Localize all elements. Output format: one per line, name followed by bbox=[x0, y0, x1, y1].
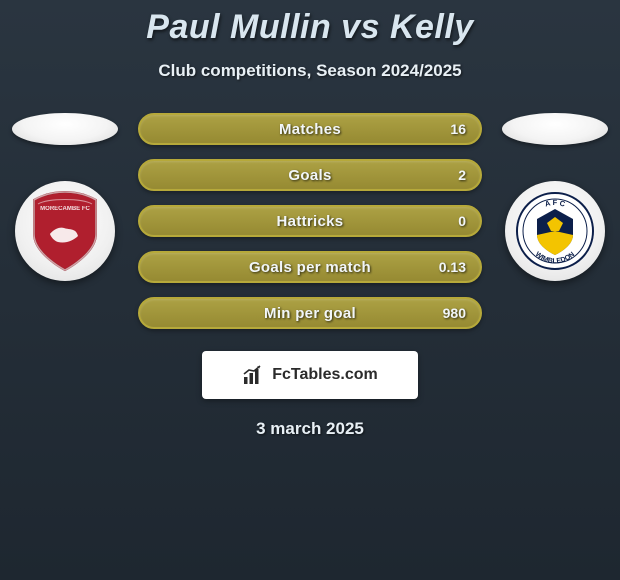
comparison-card: Paul Mullin vs Kelly Club competitions, … bbox=[0, 0, 620, 439]
svg-text:MORECAMBE FC: MORECAMBE FC bbox=[40, 206, 90, 212]
stat-label: Hattricks bbox=[277, 213, 344, 230]
wimbledon-crest-icon: A F C WIMBLEDON bbox=[515, 191, 595, 271]
stat-value: 2 bbox=[458, 167, 466, 183]
date-label: 3 march 2025 bbox=[0, 419, 620, 439]
stat-pill: Min per goal 980 bbox=[138, 297, 482, 329]
left-side: MORECAMBE FC bbox=[10, 113, 120, 281]
stat-row: Min per goal 980 bbox=[138, 297, 482, 329]
stat-pill: Hattricks 0 bbox=[138, 205, 482, 237]
stat-label: Goals per match bbox=[249, 259, 371, 276]
left-club-logo: MORECAMBE FC bbox=[15, 181, 115, 281]
stat-bars: Matches 16 Goals 2 Hattricks 0 Goals per… bbox=[138, 113, 482, 329]
right-name-disc bbox=[502, 113, 608, 145]
stat-value: 16 bbox=[450, 121, 466, 137]
stat-value: 0 bbox=[458, 213, 466, 229]
stat-value: 0.13 bbox=[439, 259, 466, 275]
stat-label: Goals bbox=[288, 167, 331, 184]
morecambe-crest-icon: MORECAMBE FC bbox=[28, 190, 102, 272]
stat-value: 980 bbox=[443, 305, 466, 321]
stat-pill: Goals per match 0.13 bbox=[138, 251, 482, 283]
stat-pill: Goals 2 bbox=[138, 159, 482, 191]
subtitle: Club competitions, Season 2024/2025 bbox=[0, 61, 620, 81]
stat-label: Min per goal bbox=[264, 305, 356, 322]
stat-row: Hattricks 0 bbox=[138, 205, 482, 237]
brand-label: FcTables.com bbox=[272, 366, 378, 384]
chart-icon bbox=[242, 364, 264, 386]
stat-pill: Matches 16 bbox=[138, 113, 482, 145]
brand-badge: FcTables.com bbox=[202, 351, 418, 399]
stat-row: Matches 16 bbox=[138, 113, 482, 145]
stat-label: Matches bbox=[279, 121, 341, 138]
page-title: Paul Mullin vs Kelly bbox=[0, 8, 620, 47]
right-club-logo: A F C WIMBLEDON bbox=[505, 181, 605, 281]
stat-row: Goals 2 bbox=[138, 159, 482, 191]
left-name-disc bbox=[12, 113, 118, 145]
stat-row: Goals per match 0.13 bbox=[138, 251, 482, 283]
right-side: A F C WIMBLEDON bbox=[500, 113, 610, 281]
content-row: MORECAMBE FC Matches 16 Goals 2 bbox=[0, 113, 620, 329]
